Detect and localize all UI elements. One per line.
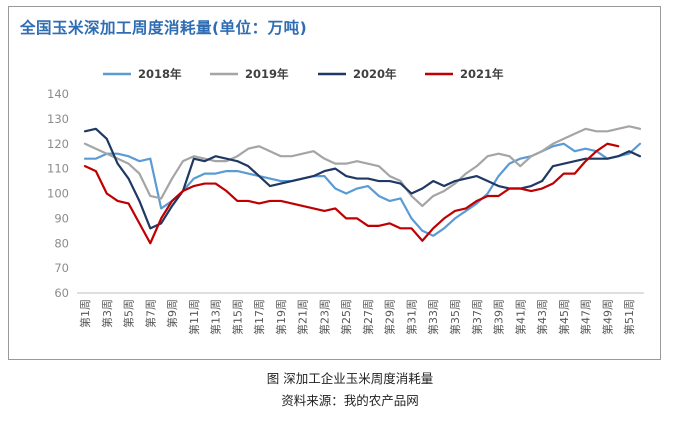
legend-label: 2021年: [460, 67, 504, 81]
x-tick-label: 第1周: [78, 299, 92, 328]
figure-caption: 图 深加工企业玉米周度消耗量 资料来源：我的农产品网: [0, 368, 700, 412]
x-tick-label: 第9周: [165, 299, 179, 328]
x-tick-label: 第19周: [274, 299, 288, 335]
x-tick-label: 第45周: [557, 299, 571, 335]
x-tick-label: 第39周: [492, 299, 506, 335]
x-tick-label: 第5周: [122, 299, 136, 328]
series-line: [83, 127, 642, 230]
x-tick-label: 第21周: [296, 299, 310, 335]
x-tick-label: 第27周: [361, 299, 375, 335]
x-tick-label: 第47周: [579, 299, 593, 335]
x-tick-label: 第11周: [187, 299, 201, 335]
y-tick-label: 140: [47, 87, 69, 101]
x-tick-label: 第35周: [448, 299, 462, 335]
y-tick-label: 130: [47, 112, 69, 126]
chart-title: 全国玉米深加工周度消耗量(单位：万吨): [20, 19, 308, 37]
x-tick-label: 第51周: [622, 299, 636, 335]
series-line: [83, 142, 620, 245]
x-tick-label: 第13周: [209, 299, 223, 335]
x-tick-label: 第7周: [143, 299, 157, 328]
y-tick-label: 70: [54, 261, 69, 275]
x-tick-label: 第41周: [513, 299, 527, 335]
x-tick-label: 第31周: [404, 299, 418, 335]
x-tick-label: 第23周: [317, 299, 331, 335]
legend-label: 2019年: [245, 67, 289, 81]
x-tick-label: 第25周: [339, 299, 353, 335]
y-tick-label: 90: [54, 211, 69, 225]
y-tick-label: 110: [47, 162, 69, 176]
y-tick-label: 120: [47, 137, 69, 151]
x-tick-label: 第37周: [470, 299, 484, 335]
y-tick-label: 60: [54, 286, 69, 300]
x-tick-label: 第15周: [230, 299, 244, 335]
x-tick-label: 第29周: [383, 299, 397, 335]
x-tick-label: 第43周: [535, 299, 549, 335]
x-tick-label: 第17周: [252, 299, 266, 335]
y-tick-label: 100: [47, 187, 69, 201]
x-tick-label: 第33周: [426, 299, 440, 335]
y-tick-label: 80: [54, 236, 69, 250]
legend-label: 2020年: [353, 67, 397, 81]
legend-label: 2018年: [138, 67, 182, 81]
x-tick-label: 第3周: [100, 299, 114, 328]
caption-source: 资料来源：我的农产品网: [281, 393, 419, 408]
series-line: [83, 125, 642, 208]
x-tick-label: 第49周: [600, 299, 614, 335]
caption-title: 图 深加工企业玉米周度消耗量: [266, 371, 434, 386]
